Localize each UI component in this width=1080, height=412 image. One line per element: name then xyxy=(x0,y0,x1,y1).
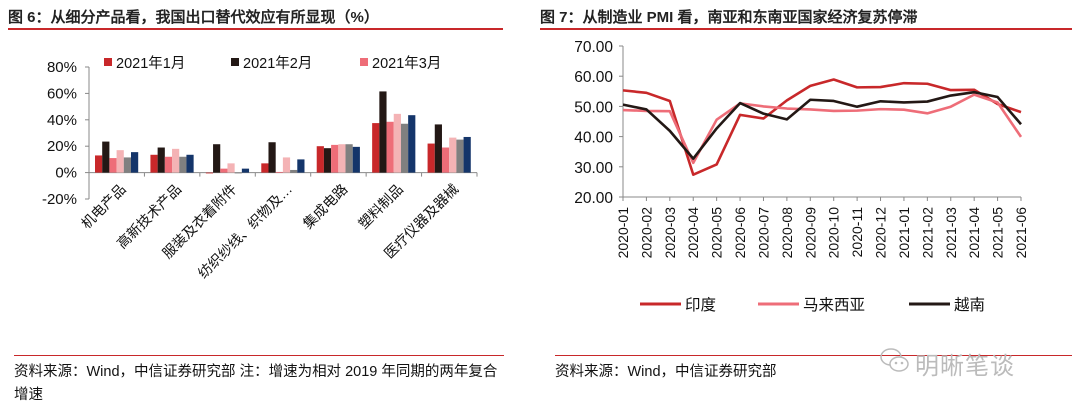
bar-5-2 xyxy=(179,156,187,173)
line-y-tick-label: 50.00 xyxy=(574,99,613,116)
right-footer-rule xyxy=(555,355,1072,356)
bar-4-6 xyxy=(393,113,401,173)
bar-3-1 xyxy=(109,158,117,173)
bar-3-3 xyxy=(220,168,228,173)
bar-5-7 xyxy=(456,139,464,173)
line-x-tick-label: 2020-02 xyxy=(638,207,654,259)
line-x-tick-label: 2020-12 xyxy=(873,207,889,259)
line-y-tick-label: 40.00 xyxy=(574,130,613,147)
line-x-tick-label: 2020-06 xyxy=(732,207,748,259)
line-x-tick-label: 2020-11 xyxy=(849,207,865,258)
bar-4-4 xyxy=(282,157,291,173)
bar-category-label: 集成电路 xyxy=(300,181,351,232)
bar-y-tick-label: -20% xyxy=(42,191,77,208)
bar-4-7 xyxy=(449,137,457,173)
bar-2-7 xyxy=(434,124,442,173)
bar-1-1 xyxy=(95,155,103,173)
bar-y-tick-label: 20% xyxy=(47,138,77,155)
bar-2-5 xyxy=(323,148,332,173)
bar-1-7 xyxy=(427,143,435,173)
legend-label: 2021年3月 xyxy=(372,55,441,72)
bar-category-label: 纺织纱线、织物及… xyxy=(195,181,295,281)
bar-6-7 xyxy=(463,136,471,173)
line-y-tick-label: 20.00 xyxy=(574,190,613,207)
bar-1-3 xyxy=(205,172,214,174)
bar-category-label: 塑料制品 xyxy=(355,181,406,232)
legend-swatch xyxy=(360,58,368,66)
line-y-tick-label: 60.00 xyxy=(574,69,613,86)
line-x-tick-label: 2021-01 xyxy=(896,207,912,259)
line-x-tick-label: 2021-03 xyxy=(943,207,959,259)
legend-swatch xyxy=(231,58,239,66)
wechat-icon xyxy=(880,346,910,374)
bar-1-6 xyxy=(372,123,380,173)
bar-1-4 xyxy=(261,163,269,173)
bar-4-1 xyxy=(116,150,124,173)
line-x-tick-label: 2020-09 xyxy=(802,207,818,259)
bar-6-5 xyxy=(352,146,360,173)
bar-4-3 xyxy=(227,163,235,173)
right-source-note: 资料来源：Wind，中信证券研究部 xyxy=(555,364,777,380)
line-x-tick-label: 2020-10 xyxy=(826,207,842,259)
bar-2-3 xyxy=(213,144,221,173)
legend-swatch xyxy=(104,58,112,66)
bar-5-6 xyxy=(400,123,409,173)
legend-label: 2021年1月 xyxy=(116,55,185,72)
bar-4-5 xyxy=(338,144,346,173)
bar-6-3 xyxy=(241,168,250,173)
line-x-tick-label: 2020-01 xyxy=(615,207,631,259)
bar-3-4 xyxy=(275,171,283,173)
series-line-3 xyxy=(622,90,1022,160)
bar-6-1 xyxy=(131,152,139,173)
line-x-tick-label: 2020-05 xyxy=(709,207,725,259)
line-x-tick-label: 2020-04 xyxy=(685,207,701,259)
line-x-tick-label: 2021-05 xyxy=(990,207,1006,259)
bar-5-1 xyxy=(123,157,131,173)
bar-1-5 xyxy=(316,146,324,173)
left-source-note: 资料来源：Wind，中信证券研究部 注：增速为相对 2019 年同期的两年复合增… xyxy=(14,364,498,403)
bar-2-4 xyxy=(268,142,276,173)
bar-3-7 xyxy=(441,147,450,173)
line-y-tick-label: 30.00 xyxy=(574,160,613,177)
bar-3-6 xyxy=(386,121,394,173)
bar-5-3 xyxy=(234,172,242,174)
line-x-tick-label: 2020-03 xyxy=(662,207,678,259)
left-footer-rule xyxy=(14,355,504,356)
right-title-rule xyxy=(540,28,1072,30)
legend-label: 马来西亚 xyxy=(803,296,865,314)
bar-5-4 xyxy=(290,169,298,173)
bar-1-2 xyxy=(150,154,158,173)
bar-2-2 xyxy=(157,147,165,173)
watermark: 明晰笔谈 xyxy=(915,353,1015,380)
bar-3-2 xyxy=(164,156,173,173)
left-chart-title: 图 6：从细分产品看，我国出口替代效应有所显现（%） xyxy=(8,9,379,26)
bar-6-4 xyxy=(297,159,305,173)
bar-2-6 xyxy=(379,91,387,173)
bar-3-5 xyxy=(331,144,339,173)
bar-5-5 xyxy=(345,144,353,173)
legend-label: 2021年2月 xyxy=(243,55,312,72)
bar-4-2 xyxy=(172,148,180,173)
bar-y-tick-label: 80% xyxy=(47,59,77,76)
bar-category-label: 机电产品 xyxy=(78,181,129,232)
bar-y-tick-label: 0% xyxy=(55,165,77,182)
line-x-tick-label: 2020-08 xyxy=(779,207,795,259)
line-y-tick-label: 70.00 xyxy=(574,39,613,56)
legend-label: 印度 xyxy=(685,296,716,314)
series-line-2 xyxy=(622,93,1023,165)
bar-y-tick-label: 40% xyxy=(47,112,77,129)
line-x-tick-label: 2021-04 xyxy=(966,207,982,259)
bar-6-2 xyxy=(186,154,194,173)
line-x-tick-label: 2021-06 xyxy=(1013,207,1029,259)
series-line-1 xyxy=(622,78,1022,176)
bar-y-tick-label: 60% xyxy=(47,85,77,102)
bar-6-6 xyxy=(408,115,416,173)
line-x-tick-label: 2021-02 xyxy=(919,207,935,259)
left-title-rule xyxy=(8,28,503,30)
line-x-tick-label: 2020-07 xyxy=(755,207,771,259)
bar-2-1 xyxy=(102,141,110,173)
legend-label: 越南 xyxy=(954,296,985,314)
right-chart-title: 图 7：从制造业 PMI 看，南亚和东南亚国家经济复苏停滞 xyxy=(540,9,918,26)
